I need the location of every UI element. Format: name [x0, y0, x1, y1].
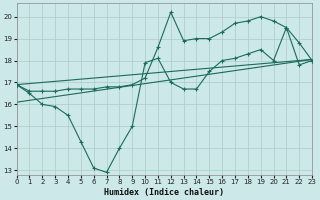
- X-axis label: Humidex (Indice chaleur): Humidex (Indice chaleur): [104, 188, 224, 197]
